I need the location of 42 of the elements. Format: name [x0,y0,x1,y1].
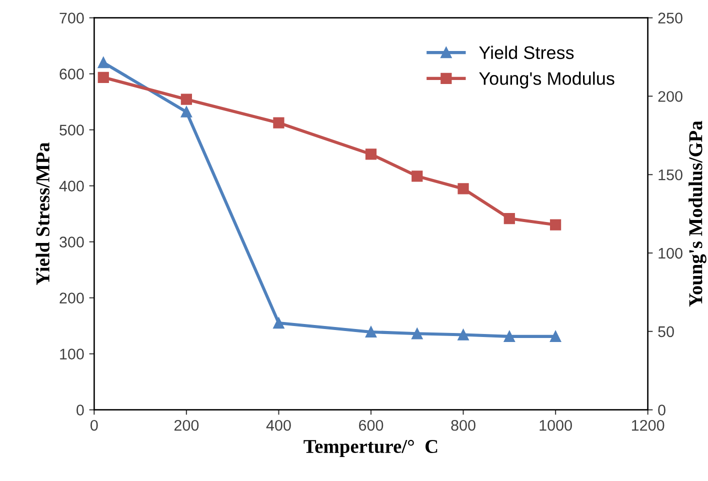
x-tick-label: 0 [90,420,98,431]
point [504,212,515,224]
point [550,219,562,230]
point [412,328,423,340]
x-axis-title: Temperture/° C [304,440,438,457]
x-tick-label: 1000 [540,420,572,431]
y-tick-label: 600 [60,68,84,80]
point [273,317,284,329]
legend-label: Young's Modulus [479,72,614,88]
point [180,106,192,118]
x-tick-label: 400 [266,420,291,431]
y-tick-label: 100 [60,348,84,360]
point [458,183,469,194]
y-axis-title: Yield Stress/MPa [36,142,50,286]
legend-label: Yield Stress [479,46,574,60]
y-tick-label: 400 [59,180,84,192]
y2-tick-label: 0 [658,404,666,416]
point [458,329,469,340]
point [550,330,562,342]
point [273,117,284,128]
y2-tick-label: 200 [658,91,682,102]
x-tick-label: 200 [174,420,199,431]
x-tick-label: 600 [359,420,384,431]
y2-tick-label: 100 [658,248,682,259]
y-tick-label: 200 [60,292,84,304]
point [98,72,109,83]
point [412,170,423,182]
y-tick-label: 300 [60,236,84,248]
y-tick-label: 500 [60,124,84,136]
point [180,94,192,105]
y2-tick-label: 50 [658,326,674,338]
point [365,326,377,338]
x-tick-label: 1200 [632,420,664,431]
y2-tick-label: 250 [658,12,682,24]
y2-tick-label: 150 [658,169,682,180]
point [504,330,515,342]
y-tick-label: 700 [60,12,84,24]
y-tick-label: 0 [76,404,84,416]
point [365,148,377,160]
x-tick-label: 800 [451,420,476,431]
y2-axis-title: Young's Modulus/GPa [688,120,706,307]
point [98,57,109,68]
